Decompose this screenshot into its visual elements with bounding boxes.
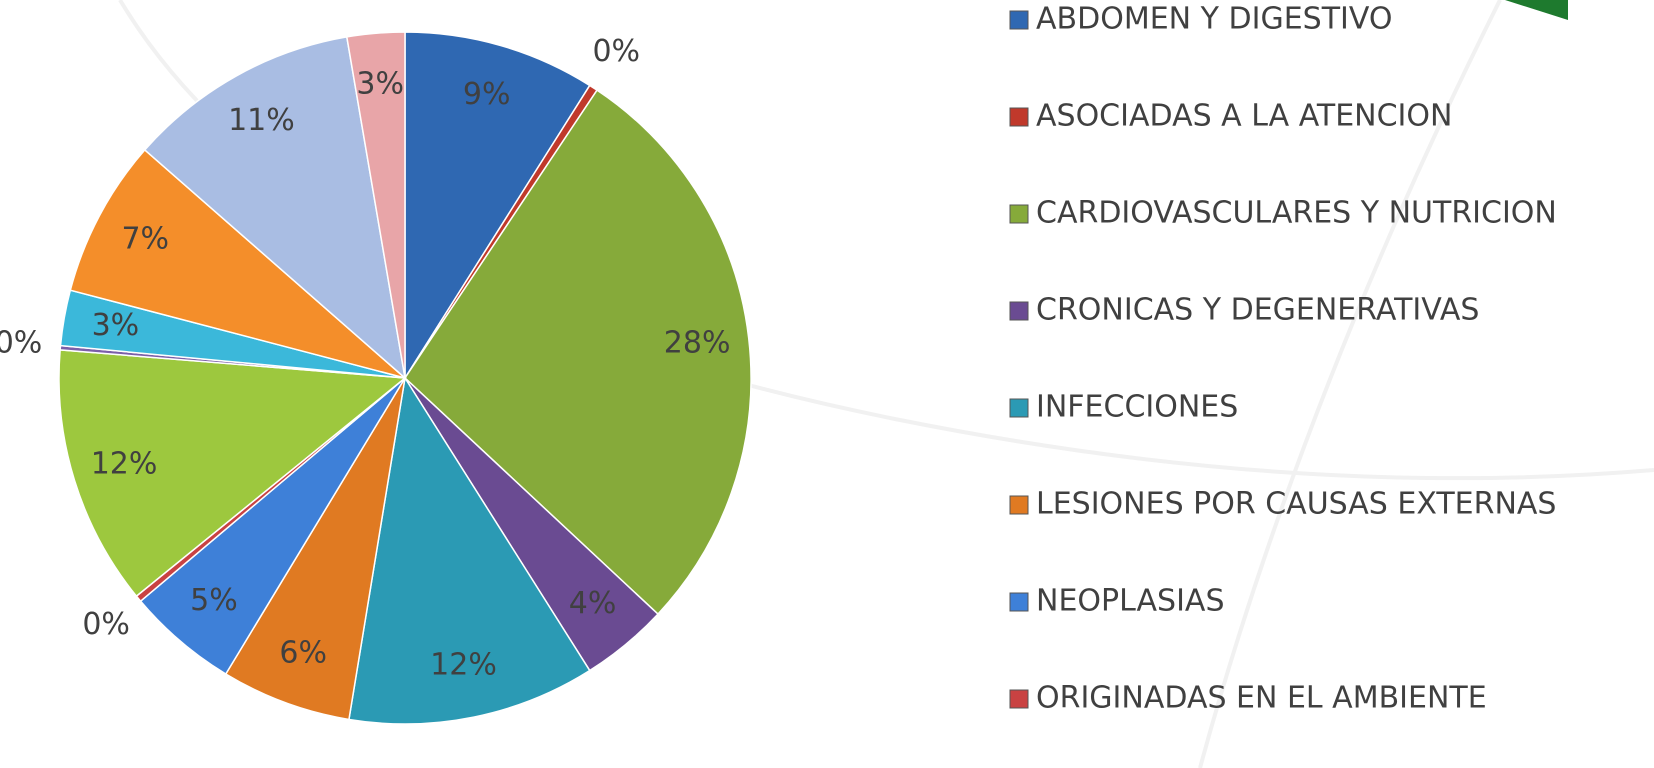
legend-label: INFECCIONES — [1036, 390, 1238, 425]
legend-label: CRONICAS Y DEGENERATIVAS — [1036, 293, 1479, 328]
legend-marker — [1009, 398, 1029, 418]
legend-marker — [1009, 592, 1029, 612]
legend-marker — [1009, 301, 1029, 321]
legend-label: CARDIOVASCULARES Y NUTRICION — [1036, 196, 1557, 231]
pie-slice — [348, 375, 591, 725]
pie-slice — [143, 36, 407, 380]
data-label: 4% — [569, 586, 617, 621]
data-label: 3% — [356, 66, 404, 101]
pie-slice — [404, 89, 752, 616]
data-label: 6% — [279, 635, 327, 670]
corner-logo — [1505, 0, 1568, 20]
data-label: 11% — [228, 103, 295, 138]
data-label: 7% — [121, 222, 169, 257]
legend-marker — [1009, 107, 1029, 127]
data-label: 0% — [82, 607, 130, 642]
legend-label: LESIONES POR CAUSAS EXTERNAS — [1036, 487, 1556, 522]
data-label: 3% — [92, 308, 140, 343]
background-curve — [1198, 0, 1502, 768]
pie-slice — [224, 377, 406, 721]
data-label: 5% — [190, 583, 238, 618]
legend-marker — [1009, 10, 1029, 30]
pie-slice — [58, 349, 407, 598]
pie-slice — [69, 148, 406, 379]
legend-marker — [1009, 204, 1029, 224]
legend-marker — [1009, 689, 1029, 709]
data-label: 12% — [430, 648, 497, 683]
data-label: 9% — [463, 77, 511, 112]
data-label: 0% — [0, 326, 42, 361]
pie-slice — [404, 31, 591, 381]
legend-marker — [1009, 495, 1029, 515]
pie-slice — [345, 31, 406, 379]
legend-label: NEOPLASIAS — [1036, 584, 1224, 619]
data-label: 12% — [91, 447, 158, 482]
data-label: 28% — [664, 326, 731, 361]
legend-label: ORIGINADAS EN EL AMBIENTE — [1036, 681, 1487, 716]
legend-label: ASOCIADAS A LA ATENCION — [1036, 99, 1452, 134]
legend-label: ABDOMEN Y DIGESTIVO — [1036, 2, 1392, 37]
data-label: 0% — [592, 34, 640, 69]
